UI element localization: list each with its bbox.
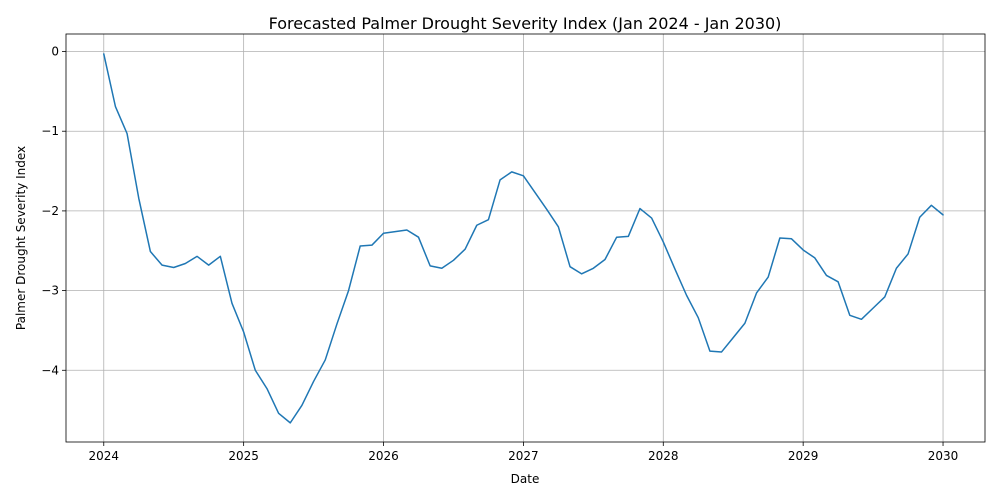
x-tick-label: 2027	[508, 449, 539, 463]
x-axis-label: Date	[511, 472, 540, 486]
y-gridlines	[66, 51, 985, 371]
x-tick-label: 2028	[648, 449, 679, 463]
y-tick-label: −3	[41, 284, 59, 298]
x-tick-label: 2024	[88, 449, 119, 463]
y-axis-label: Palmer Drought Severity Index	[14, 146, 28, 330]
y-tick-label: −2	[41, 204, 59, 218]
x-gridlines	[103, 34, 944, 442]
x-tick-label: 2029	[788, 449, 819, 463]
x-tick-label: 2025	[228, 449, 259, 463]
x-tick-label: 2030	[928, 449, 959, 463]
y-tick-label: 0	[51, 45, 59, 59]
y-tick-label: −1	[41, 124, 59, 138]
series-line-pdsi	[103, 53, 944, 424]
y-tick-label: −4	[41, 363, 59, 377]
chart-title: Forecasted Palmer Drought Severity Index…	[269, 14, 782, 33]
x-tick-label: 2026	[368, 449, 399, 463]
x-axis-ticks: 2024 2025 2026 2027 2028 2029 2030	[88, 442, 958, 463]
y-axis-ticks: 0 −1 −2 −3 −4	[41, 45, 66, 377]
plot-area-frame	[65, 33, 986, 443]
